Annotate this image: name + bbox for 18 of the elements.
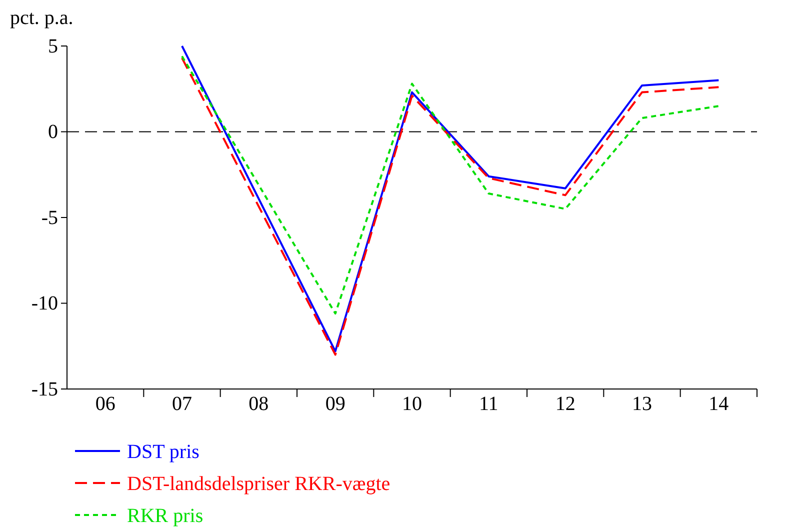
x-tick-label: 08	[248, 393, 269, 415]
x-tick-label: 07	[172, 393, 192, 415]
legend-label: RKR pris	[127, 505, 204, 527]
x-tick-label: 12	[555, 393, 576, 415]
y-axis-title: pct. p.a.	[10, 7, 74, 29]
y-tick-label: -10	[31, 292, 58, 315]
x-tick-label: 10	[402, 393, 422, 415]
x-tick-label: 06	[95, 393, 116, 415]
x-tick-label: 13	[632, 393, 652, 415]
legend-label: DST pris	[127, 441, 200, 463]
x-tick-label: 11	[479, 393, 498, 415]
legend-label: DST-landsdelspriser RKR-vægte	[127, 473, 390, 495]
y-tick-label: 5	[48, 35, 58, 58]
x-tick-label: 09	[325, 393, 346, 415]
y-tick-label: -15	[31, 378, 58, 400]
x-tick-label: 14	[708, 393, 729, 415]
y-tick-label: -5	[41, 206, 58, 229]
y-tick-label: 0	[48, 121, 58, 144]
